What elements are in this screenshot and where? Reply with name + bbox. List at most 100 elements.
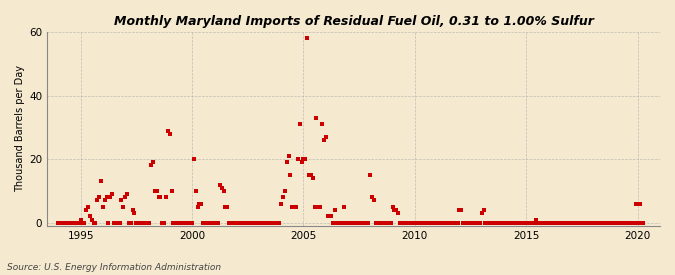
Point	[428, 221, 439, 225]
Point	[259, 221, 270, 225]
Point	[532, 221, 543, 225]
Point	[387, 205, 398, 209]
Point	[593, 221, 604, 225]
Point	[552, 221, 563, 225]
Point	[201, 221, 212, 225]
Point	[512, 221, 522, 225]
Point	[493, 221, 504, 225]
Point	[614, 221, 624, 225]
Point	[317, 122, 327, 126]
Point	[591, 221, 602, 225]
Point	[79, 221, 90, 225]
Point	[306, 173, 317, 177]
Point	[159, 221, 169, 225]
Point	[508, 221, 518, 225]
Point	[612, 221, 622, 225]
Point	[90, 221, 101, 225]
Point	[240, 221, 251, 225]
Point	[215, 182, 225, 187]
Point	[196, 201, 207, 206]
Point	[519, 221, 530, 225]
Point	[233, 221, 244, 225]
Point	[183, 221, 194, 225]
Point	[238, 221, 249, 225]
Point	[157, 221, 167, 225]
Point	[604, 221, 615, 225]
Point	[549, 221, 560, 225]
Point	[72, 221, 82, 225]
Point	[359, 221, 370, 225]
Point	[300, 157, 310, 161]
Point	[126, 221, 136, 225]
Point	[272, 221, 283, 225]
Point	[294, 122, 305, 126]
Point	[148, 160, 159, 164]
Point	[398, 221, 409, 225]
Point	[302, 36, 313, 40]
Point	[88, 221, 99, 225]
Point	[163, 128, 173, 133]
Point	[465, 221, 476, 225]
Point	[176, 221, 186, 225]
Point	[400, 221, 411, 225]
Point	[404, 221, 414, 225]
Point	[630, 201, 641, 206]
Point	[610, 221, 621, 225]
Point	[59, 221, 70, 225]
Point	[173, 221, 184, 225]
Point	[477, 211, 487, 215]
Point	[109, 221, 119, 225]
Point	[380, 221, 391, 225]
Point	[149, 189, 160, 193]
Point	[94, 195, 105, 199]
Point	[522, 221, 533, 225]
Point	[287, 205, 298, 209]
Point	[269, 221, 279, 225]
Point	[352, 221, 362, 225]
Point	[164, 131, 175, 136]
Point	[423, 221, 433, 225]
Point	[435, 221, 446, 225]
Point	[74, 221, 84, 225]
Point	[279, 189, 290, 193]
Point	[462, 221, 472, 225]
Point	[599, 221, 610, 225]
Point	[506, 221, 517, 225]
Point	[129, 211, 140, 215]
Point	[346, 221, 357, 225]
Point	[81, 208, 92, 212]
Point	[426, 221, 437, 225]
Point	[250, 221, 261, 225]
Point	[105, 195, 115, 199]
Point	[274, 221, 285, 225]
Point	[597, 221, 608, 225]
Point	[421, 221, 431, 225]
Point	[502, 221, 513, 225]
Point	[393, 211, 404, 215]
Point	[625, 221, 636, 225]
Point	[222, 205, 233, 209]
Point	[341, 221, 352, 225]
Point	[358, 221, 369, 225]
Point	[489, 221, 500, 225]
Point	[402, 221, 413, 225]
Point	[603, 221, 614, 225]
Point	[530, 217, 541, 222]
Point	[298, 157, 309, 161]
Point	[133, 221, 144, 225]
Point	[119, 195, 130, 199]
Point	[309, 205, 320, 209]
Point	[343, 221, 354, 225]
Point	[567, 221, 578, 225]
Point	[144, 221, 155, 225]
Point	[545, 221, 556, 225]
Point	[410, 221, 421, 225]
Point	[225, 221, 236, 225]
Point	[218, 189, 229, 193]
Point	[521, 221, 532, 225]
Point	[57, 221, 68, 225]
Point	[580, 221, 591, 225]
Point	[589, 221, 600, 225]
Point	[181, 221, 192, 225]
Point	[186, 221, 197, 225]
